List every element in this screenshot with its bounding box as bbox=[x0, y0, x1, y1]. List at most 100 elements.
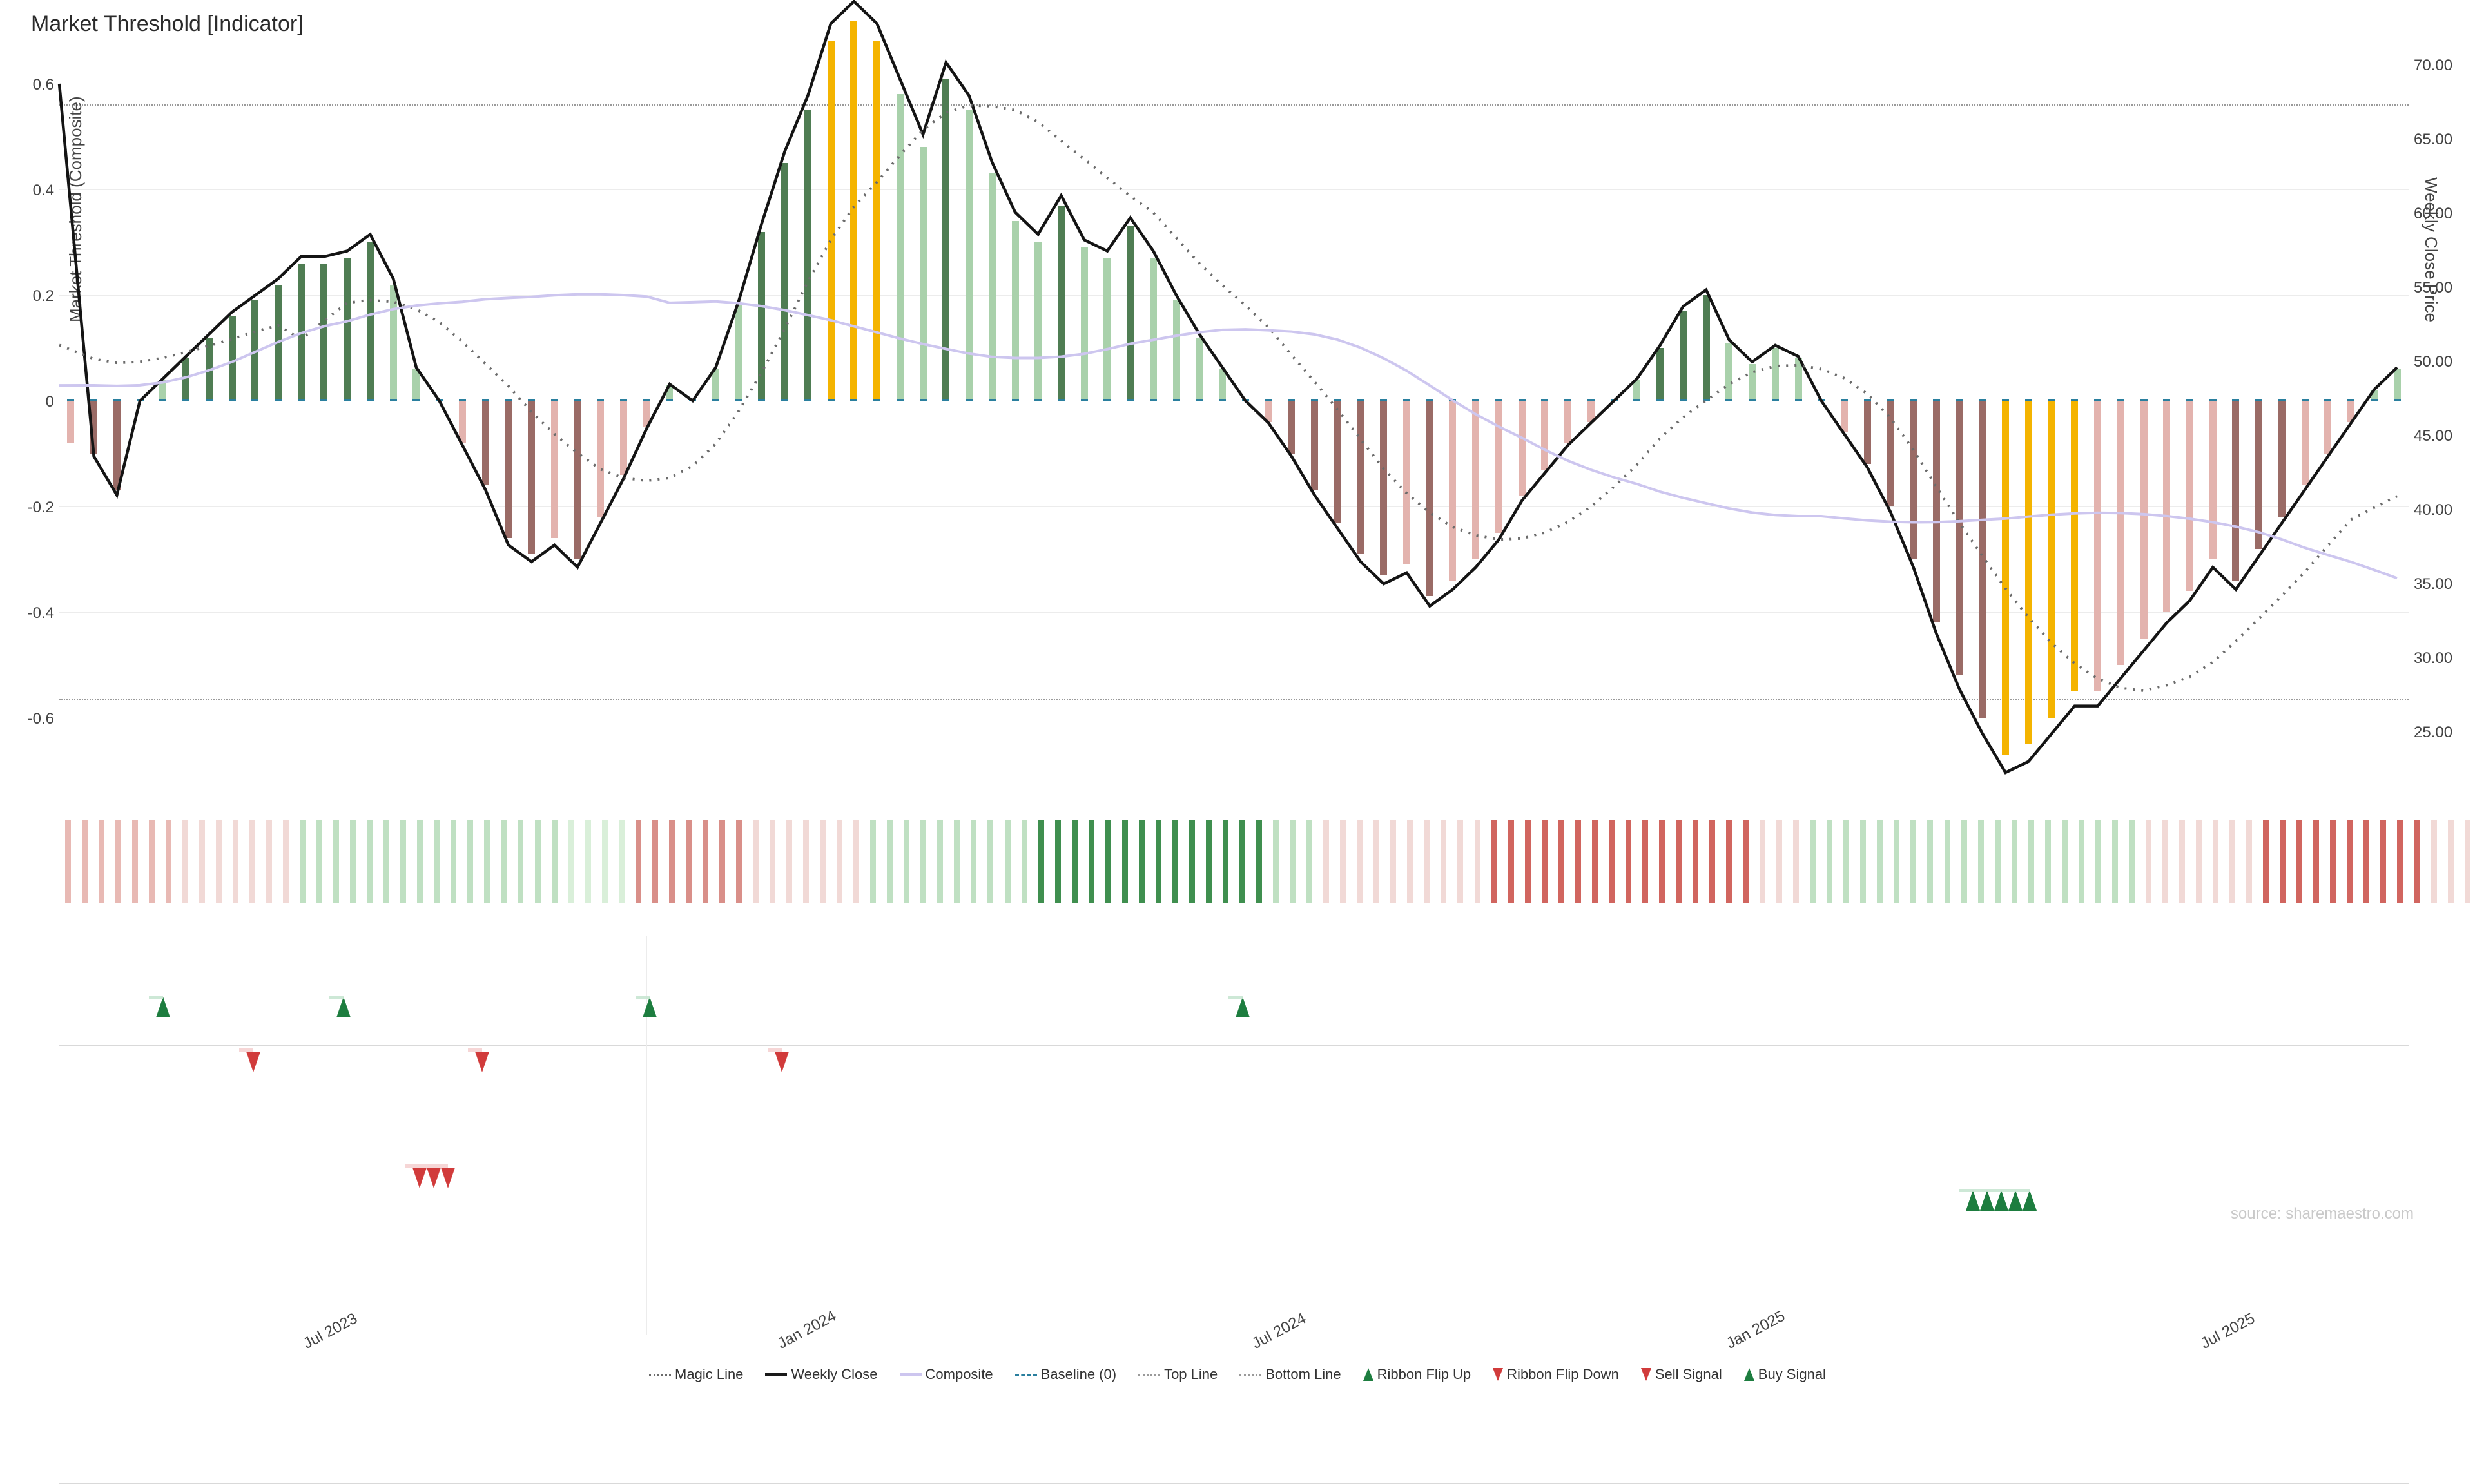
ribbon-heatmap-bar[interactable] bbox=[451, 820, 456, 903]
ribbon-heatmap-bar[interactable] bbox=[367, 820, 373, 903]
ribbon-heatmap-bar[interactable] bbox=[954, 820, 960, 903]
ribbon-heatmap-bar[interactable] bbox=[1726, 820, 1732, 903]
ribbon-heatmap-bar[interactable] bbox=[182, 820, 188, 903]
legend-item-weekly-close[interactable]: Weekly Close bbox=[765, 1366, 877, 1383]
ribbon-heatmap-bar[interactable] bbox=[1995, 820, 2001, 903]
ribbon-heatmap-bar[interactable] bbox=[1022, 820, 1027, 903]
ribbon-heatmap-bar[interactable] bbox=[1542, 820, 1548, 903]
legend-item-bottom-line[interactable]: Bottom Line bbox=[1239, 1366, 1341, 1383]
buy-signal-marker[interactable] bbox=[1980, 1190, 1994, 1211]
ribbon-heatmap-bar[interactable] bbox=[283, 820, 289, 903]
ribbon-heatmap-bar[interactable] bbox=[350, 820, 356, 903]
ribbon-heatmap-bar[interactable] bbox=[132, 820, 138, 903]
ribbon-heatmap-bar[interactable] bbox=[1877, 820, 1883, 903]
ribbon-heatmap-bar[interactable] bbox=[669, 820, 675, 903]
ribbon-heatmap-bar[interactable] bbox=[333, 820, 339, 903]
ribbon-heatmap-bar[interactable] bbox=[2079, 820, 2084, 903]
ribbon-heatmap-bar[interactable] bbox=[1424, 820, 1430, 903]
ribbon-heatmap-bar[interactable] bbox=[1089, 820, 1094, 903]
ribbon-heatmap-bar[interactable] bbox=[484, 820, 490, 903]
legend-item-ribbon-flip-up[interactable]: Ribbon Flip Up bbox=[1363, 1366, 1471, 1383]
composite-line[interactable] bbox=[59, 294, 2397, 578]
ribbon-heatmap-bar[interactable] bbox=[619, 820, 625, 903]
ribbon-heatmap-bar[interactable] bbox=[1475, 820, 1480, 903]
ribbon-heatmap-bar[interactable] bbox=[552, 820, 558, 903]
ribbon-heatmap-bar[interactable] bbox=[1256, 820, 1262, 903]
legend-item-composite[interactable]: Composite bbox=[900, 1366, 993, 1383]
ribbon-heatmap-bar[interactable] bbox=[2179, 820, 2185, 903]
ribbon-heatmap-bar[interactable] bbox=[770, 820, 775, 903]
ribbon-heatmap-bar[interactable] bbox=[602, 820, 608, 903]
ribbon-heatmap-bar[interactable] bbox=[1827, 820, 1832, 903]
ribbon-flip-up-marker[interactable] bbox=[336, 997, 351, 1017]
legend-item-sell-signal[interactable]: Sell Signal bbox=[1641, 1366, 1722, 1383]
ribbon-heatmap-bar[interactable] bbox=[216, 820, 222, 903]
ribbon-heatmap-bar[interactable] bbox=[719, 820, 725, 903]
ribbon-heatmap-bar[interactable] bbox=[837, 820, 842, 903]
ribbon-heatmap-bar[interactable] bbox=[1927, 820, 1933, 903]
ribbon-heatmap-bar[interactable] bbox=[786, 820, 792, 903]
ribbon-heatmap-bar[interactable] bbox=[2045, 820, 2051, 903]
ribbon-heatmap-bar[interactable] bbox=[2062, 820, 2068, 903]
ribbon-heatmap-bar[interactable] bbox=[2095, 820, 2101, 903]
ribbon-heatmap-bar[interactable] bbox=[820, 820, 826, 903]
ribbon-heatmap-bar[interactable] bbox=[1978, 820, 1984, 903]
ribbon-heatmap-bar[interactable] bbox=[300, 820, 306, 903]
ribbon-heatmap-bar[interactable] bbox=[2431, 820, 2437, 903]
ribbon-flip-up-marker[interactable] bbox=[156, 997, 170, 1017]
legend-item-baseline[interactable]: Baseline (0) bbox=[1015, 1366, 1116, 1383]
ribbon-heatmap-bar[interactable] bbox=[1457, 820, 1463, 903]
ribbon-heatmap-bar[interactable] bbox=[1105, 820, 1111, 903]
ribbon-heatmap-bar[interactable] bbox=[1390, 820, 1396, 903]
ribbon-heatmap-bar[interactable] bbox=[1693, 820, 1698, 903]
ribbon-heatmap-bar[interactable] bbox=[383, 820, 389, 903]
ribbon-heatmap-bar[interactable] bbox=[1139, 820, 1145, 903]
legend-item-top-line[interactable]: Top Line bbox=[1138, 1366, 1218, 1383]
ribbon-heatmap-bar[interactable] bbox=[1072, 820, 1078, 903]
ribbon-heatmap-bar[interactable] bbox=[2414, 820, 2420, 903]
ribbon-heatmap-bar[interactable] bbox=[2397, 820, 2403, 903]
ribbon-heatmap-bar[interactable] bbox=[1843, 820, 1849, 903]
magic-line[interactable] bbox=[59, 106, 2397, 691]
ribbon-heatmap-bar[interactable] bbox=[937, 820, 943, 903]
ribbon-heatmap-bar[interactable] bbox=[2213, 820, 2218, 903]
ribbon-heatmap-bar[interactable] bbox=[166, 820, 171, 903]
ribbon-heatmap-bar[interactable] bbox=[2363, 820, 2369, 903]
ribbon-heatmap-bar[interactable] bbox=[99, 820, 104, 903]
ribbon-heatmap-bar[interactable] bbox=[1945, 820, 1950, 903]
ribbon-heatmap-bar[interactable] bbox=[736, 820, 742, 903]
ribbon-heatmap-bar[interactable] bbox=[1223, 820, 1228, 903]
ribbon-heatmap-bar[interactable] bbox=[1508, 820, 1514, 903]
ribbon-heatmap-bar[interactable] bbox=[1491, 820, 1497, 903]
ribbon-heatmap-bar[interactable] bbox=[199, 820, 205, 903]
legend-item-magic-line[interactable]: Magic Line bbox=[649, 1366, 743, 1383]
ribbon-heatmap-bar[interactable] bbox=[1441, 820, 1446, 903]
ribbon-heatmap-bar[interactable] bbox=[1005, 820, 1011, 903]
ribbon-heatmap-bar[interactable] bbox=[2028, 820, 2034, 903]
ribbon-heatmap-bar[interactable] bbox=[518, 820, 523, 903]
ribbon-heatmap-bar[interactable] bbox=[1659, 820, 1665, 903]
ribbon-heatmap-bar[interactable] bbox=[417, 820, 423, 903]
ribbon-heatmap-bar[interactable] bbox=[2263, 820, 2269, 903]
ribbon-heatmap-bar[interactable] bbox=[2347, 820, 2353, 903]
weekly-close-line[interactable] bbox=[59, 1, 2397, 773]
ribbon-heatmap-bar[interactable] bbox=[636, 820, 641, 903]
ribbon-heatmap-bar[interactable] bbox=[1810, 820, 1816, 903]
ribbon-heatmap-bar[interactable] bbox=[1323, 820, 1329, 903]
ribbon-heatmap-bar[interactable] bbox=[1239, 820, 1245, 903]
buy-signal-marker[interactable] bbox=[1994, 1190, 2008, 1211]
ribbon-heatmap-bar[interactable] bbox=[1055, 820, 1061, 903]
ribbon-heatmap-bar[interactable] bbox=[115, 820, 121, 903]
ribbon-heatmap-bar[interactable] bbox=[2296, 820, 2302, 903]
sell-signal-marker[interactable] bbox=[412, 1168, 427, 1188]
ribbon-heatmap-bar[interactable] bbox=[1273, 820, 1279, 903]
buy-signal-marker[interactable] bbox=[1966, 1190, 1980, 1211]
ribbon-heatmap-bar[interactable] bbox=[65, 820, 71, 903]
ribbon-heatmap-bar[interactable] bbox=[904, 820, 909, 903]
ribbon-heatmap-bar[interactable] bbox=[434, 820, 440, 903]
ribbon-flip-up-marker[interactable] bbox=[1236, 997, 1250, 1017]
sell-signal-marker[interactable] bbox=[441, 1168, 455, 1188]
ribbon-heatmap-bar[interactable] bbox=[971, 820, 976, 903]
ribbon-heatmap-bar[interactable] bbox=[987, 820, 993, 903]
ribbon-heatmap-bar[interactable] bbox=[2196, 820, 2202, 903]
